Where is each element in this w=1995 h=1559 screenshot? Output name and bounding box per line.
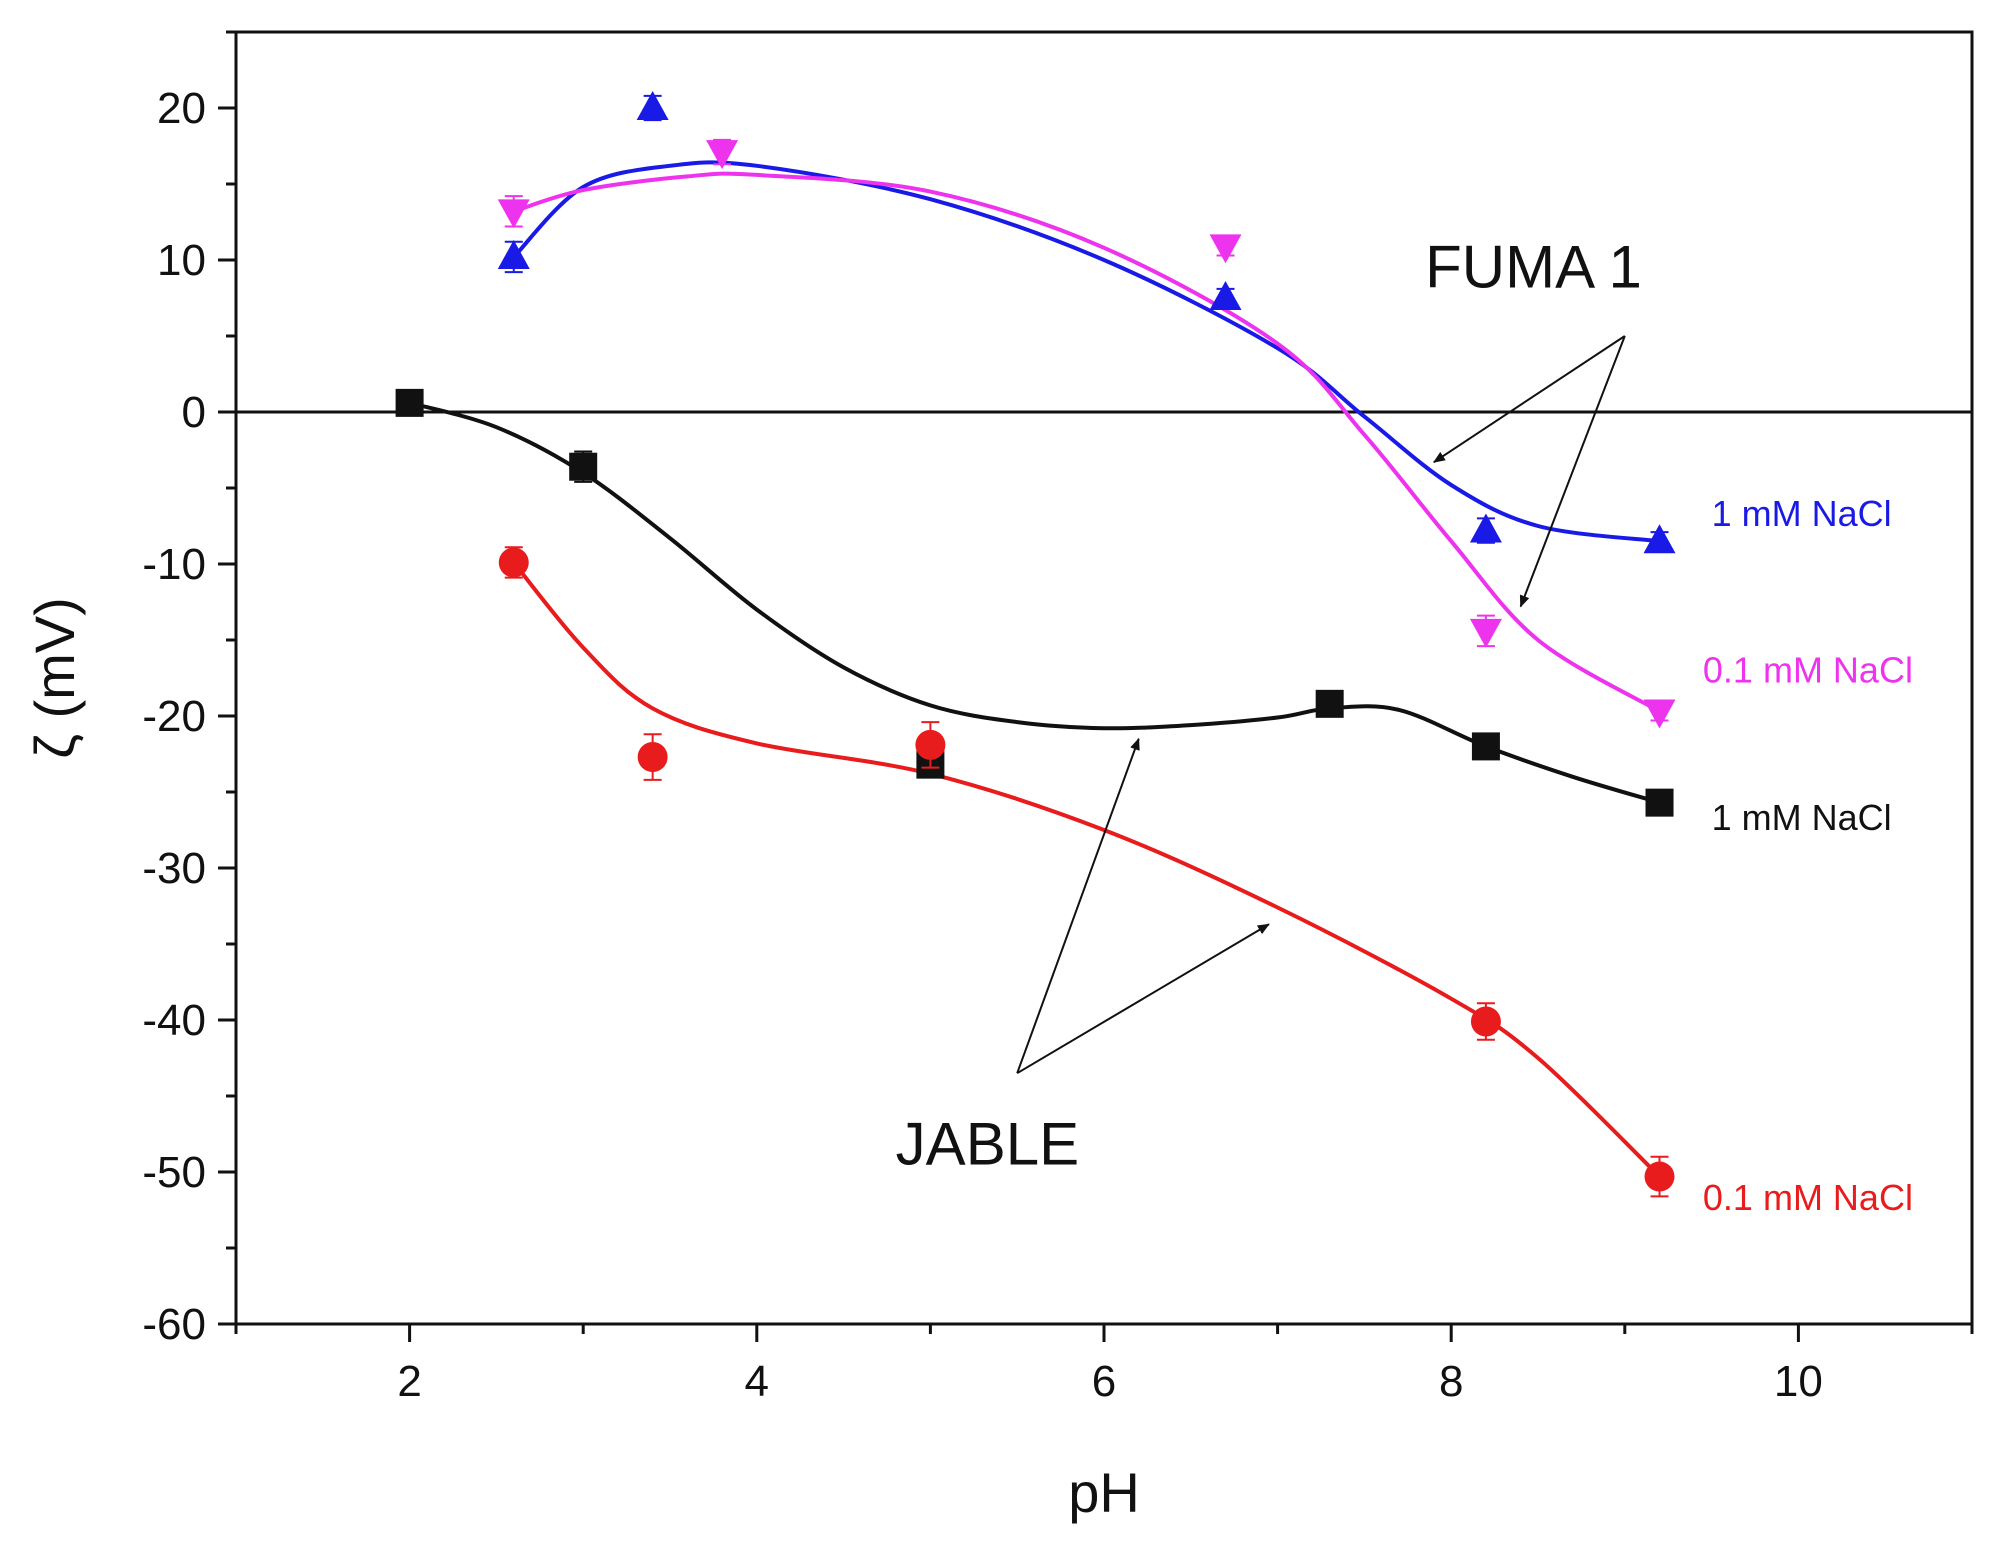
data-point-jable_1mm (1645, 788, 1674, 817)
y-tick-label: -50 (142, 1148, 206, 1197)
data-point-fuma_01mm (706, 140, 739, 170)
y-tick-label: -20 (142, 692, 206, 741)
data-point-jable_1mm (569, 452, 598, 481)
x-tick-label: 10 (1774, 1357, 1823, 1406)
data-point-fuma_01mm (497, 199, 530, 229)
data-point-fuma_1mm (636, 91, 669, 120)
fit-curves (409, 160, 1661, 1179)
annotation-label-jable: JABLE (896, 1110, 1079, 1177)
axes: 2 4 6 8 10 -60 -50 -40 -30 -20 -10 0 10 20 (142, 30, 1974, 1406)
data-point-jable_01mm (1644, 1161, 1675, 1192)
series-label-fuma_01mm: 0.1 mM NaCl (1703, 650, 1913, 691)
series-label-fuma_1mm: 1 mM NaCl (1712, 493, 1892, 534)
data-point-jable_1mm (1315, 689, 1344, 718)
y-axis-title: ζ (mV) (23, 597, 86, 759)
data-point-jable_1mm (1471, 732, 1500, 761)
y-tick-label: 10 (157, 236, 206, 285)
annotation-arrow-jable (1016, 737, 1140, 1074)
x-tick-label: 4 (745, 1357, 769, 1406)
data-points (395, 91, 1676, 1198)
data-point-fuma_1mm (1643, 524, 1676, 554)
fit-curve-jable_1mm (409, 400, 1661, 805)
annotation-arrow-fuma (1433, 335, 1626, 463)
data-point-jable_01mm (498, 547, 529, 578)
y-tick-label: 20 (157, 84, 206, 133)
annotation-label-fuma: FUMA 1 (1425, 233, 1642, 300)
series-label-jable_1mm: 1 mM NaCl (1712, 797, 1892, 838)
y-tick-label: 0 (182, 388, 206, 437)
annotations: FUMA 1 JABLE (896, 233, 1642, 1177)
fit-curve-jable_01mm (512, 561, 1661, 1179)
fit-curve-fuma_01mm (513, 171, 1661, 714)
annotation-arrow-jable (1016, 923, 1270, 1075)
data-point-fuma_01mm (1643, 699, 1676, 729)
x-tick-label: 6 (1092, 1357, 1116, 1406)
plot-frame (234, 30, 1974, 1326)
y-tick-label: -60 (142, 1300, 206, 1349)
data-point-fuma_01mm (1469, 618, 1502, 648)
data-point-jable_01mm (915, 729, 946, 760)
data-point-jable_1mm (395, 388, 424, 417)
x-tick-label: 2 (397, 1357, 421, 1406)
series-label-jable_01mm: 0.1 mM NaCl (1703, 1177, 1913, 1218)
data-point-fuma_1mm (1469, 513, 1502, 543)
series-labels: 1 mM NaCl 0.1 mM NaCl 1 mM NaCl 0.1 mM NaCl (1703, 493, 1913, 1218)
data-point-jable_01mm (1470, 1006, 1501, 1037)
y-tick-label: -40 (142, 996, 206, 1045)
y-tick-label: -10 (142, 540, 206, 589)
data-point-fuma_1mm (1209, 281, 1242, 310)
x-axis-title: pH (1068, 1461, 1140, 1524)
annotation-arrow-fuma (1519, 335, 1626, 608)
x-tick-label: 8 (1439, 1357, 1463, 1406)
data-point-fuma_1mm (497, 239, 530, 269)
data-point-jable_01mm (637, 742, 668, 773)
data-point-fuma_01mm (1209, 234, 1242, 264)
fit-curve-fuma_1mm (512, 160, 1660, 544)
y-tick-label: -30 (142, 844, 206, 893)
